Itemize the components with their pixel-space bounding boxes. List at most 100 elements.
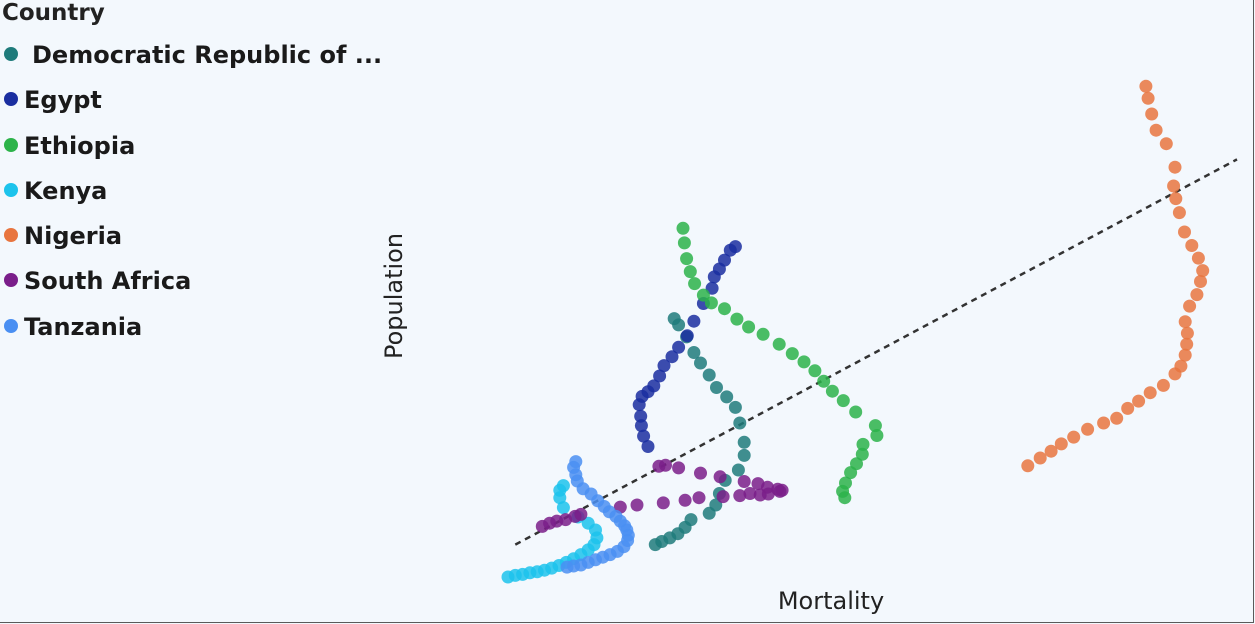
data-point[interactable] [672,461,686,475]
data-point[interactable] [1194,275,1207,288]
data-point[interactable] [653,369,667,383]
data-point[interactable] [652,459,666,473]
data-point[interactable] [1183,299,1197,313]
data-point[interactable] [667,312,681,326]
data-point[interactable] [680,252,694,266]
data-point[interactable] [756,327,770,341]
data-point[interactable] [634,419,648,433]
data-point[interactable] [1143,386,1157,400]
data-point[interactable] [665,350,679,364]
data-point[interactable] [710,381,723,394]
data-point[interactable] [569,455,583,469]
data-point[interactable] [844,466,858,480]
data-point[interactable] [730,312,744,326]
data-point[interactable] [687,314,701,328]
data-point[interactable] [1145,107,1159,121]
data-point[interactable] [694,466,707,480]
data-point[interactable] [743,487,757,500]
data-point[interactable] [694,356,707,370]
data-point[interactable] [817,374,831,388]
data-point[interactable] [656,496,670,510]
data-point[interactable] [1168,160,1182,174]
data-point[interactable] [737,475,751,488]
data-point[interactable] [1067,430,1081,444]
data-point[interactable] [696,288,710,302]
data-point[interactable] [718,302,731,316]
data-point[interactable] [1021,459,1035,473]
data-point[interactable] [630,498,644,512]
data-point[interactable] [713,470,727,484]
data-point[interactable] [1132,394,1146,408]
data-point[interactable] [1178,348,1192,362]
data-point[interactable] [718,253,731,267]
data-point[interactable] [678,493,692,507]
data-point[interactable] [1180,326,1194,340]
data-point[interactable] [1167,179,1181,193]
data-point[interactable] [705,281,719,295]
data-point[interactable] [556,501,570,515]
data-point[interactable] [856,437,870,451]
data-point[interactable] [634,409,648,423]
data-point[interactable] [733,416,747,430]
data-point[interactable] [704,296,718,310]
data-point[interactable] [1191,251,1205,265]
data-point[interactable] [647,379,661,393]
data-point[interactable] [1196,264,1210,278]
data-point[interactable] [1169,192,1183,206]
data-point[interactable] [1190,288,1204,302]
data-point[interactable] [574,507,588,521]
data-point[interactable] [641,440,655,453]
data-point[interactable] [1180,337,1194,351]
data-point[interactable] [680,329,694,343]
data-point[interactable] [1139,79,1153,93]
data-point[interactable] [771,482,785,496]
data-point[interactable] [797,355,811,369]
data-point[interactable] [1185,239,1199,252]
data-point[interactable] [677,236,691,250]
data-point[interactable] [870,429,884,442]
data-point[interactable] [1110,411,1124,425]
data-point[interactable] [728,240,742,254]
data-point[interactable] [849,405,863,419]
data-point[interactable] [1178,315,1192,329]
data-point[interactable] [742,320,756,334]
data-point[interactable] [1178,225,1191,239]
data-point[interactable] [556,479,570,493]
data-point[interactable] [855,447,869,461]
data-point[interactable] [838,491,852,505]
data-point[interactable] [692,491,706,505]
data-point[interactable] [637,429,651,443]
data-point[interactable] [1149,123,1163,137]
data-point[interactable] [1172,206,1186,220]
data-point[interactable] [657,359,671,373]
data-point[interactable] [709,498,723,512]
data-point[interactable] [672,340,686,354]
data-point[interactable] [1054,437,1068,451]
data-point[interactable] [1033,451,1047,465]
data-point[interactable] [751,477,765,491]
data-point[interactable] [676,221,690,235]
data-point[interactable] [687,346,701,359]
data-point[interactable] [702,368,716,382]
data-point[interactable] [684,513,698,527]
data-point[interactable] [581,516,595,530]
data-point[interactable] [868,419,882,433]
data-point[interactable] [733,489,747,503]
data-point[interactable] [728,400,742,414]
data-point[interactable] [1141,91,1155,105]
data-point[interactable] [737,448,751,462]
data-point[interactable] [772,337,786,351]
data-point[interactable] [720,390,734,404]
data-point[interactable] [1097,416,1111,430]
data-point[interactable] [825,384,839,398]
data-point[interactable] [737,435,751,449]
data-point[interactable] [716,490,730,504]
data-point[interactable] [1174,359,1188,373]
data-point[interactable] [1121,401,1135,415]
data-point[interactable] [1156,378,1170,392]
data-point[interactable] [836,394,850,408]
data-point[interactable] [785,347,799,361]
data-point[interactable] [731,463,745,477]
data-point[interactable] [1044,444,1058,458]
data-point[interactable] [808,364,822,378]
